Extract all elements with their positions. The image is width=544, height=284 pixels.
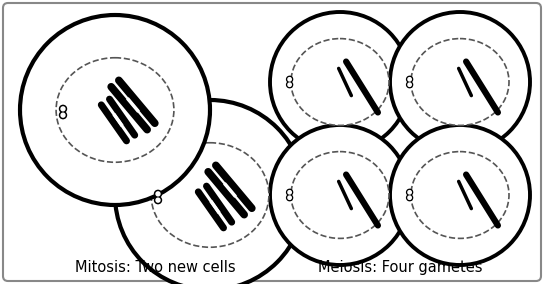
Circle shape <box>408 191 411 194</box>
Circle shape <box>408 83 411 86</box>
Circle shape <box>156 192 160 196</box>
Circle shape <box>59 105 66 112</box>
Circle shape <box>288 78 291 81</box>
Circle shape <box>270 125 410 265</box>
Circle shape <box>406 82 412 88</box>
Ellipse shape <box>291 152 389 238</box>
Circle shape <box>154 197 162 204</box>
Circle shape <box>270 12 410 152</box>
Circle shape <box>406 189 412 195</box>
Circle shape <box>287 82 293 88</box>
Circle shape <box>287 189 293 195</box>
Circle shape <box>20 15 210 205</box>
Circle shape <box>390 12 530 152</box>
Circle shape <box>156 198 160 202</box>
Circle shape <box>61 107 65 111</box>
Circle shape <box>287 76 293 82</box>
Circle shape <box>288 196 291 199</box>
Circle shape <box>61 113 65 117</box>
FancyBboxPatch shape <box>3 3 541 281</box>
Ellipse shape <box>411 152 509 238</box>
Circle shape <box>288 83 291 86</box>
Circle shape <box>408 196 411 199</box>
Circle shape <box>390 125 530 265</box>
Ellipse shape <box>291 39 389 126</box>
Circle shape <box>287 195 293 201</box>
Circle shape <box>406 195 412 201</box>
Circle shape <box>408 78 411 81</box>
Text: Meiosis: Four gametes: Meiosis: Four gametes <box>318 260 482 275</box>
Ellipse shape <box>411 39 509 126</box>
Text: Mitosis: Two new cells: Mitosis: Two new cells <box>75 260 236 275</box>
Ellipse shape <box>151 143 269 247</box>
Ellipse shape <box>56 58 174 162</box>
Circle shape <box>406 76 412 82</box>
Circle shape <box>115 100 305 284</box>
Circle shape <box>288 191 291 194</box>
Circle shape <box>154 190 162 197</box>
Circle shape <box>59 112 66 119</box>
